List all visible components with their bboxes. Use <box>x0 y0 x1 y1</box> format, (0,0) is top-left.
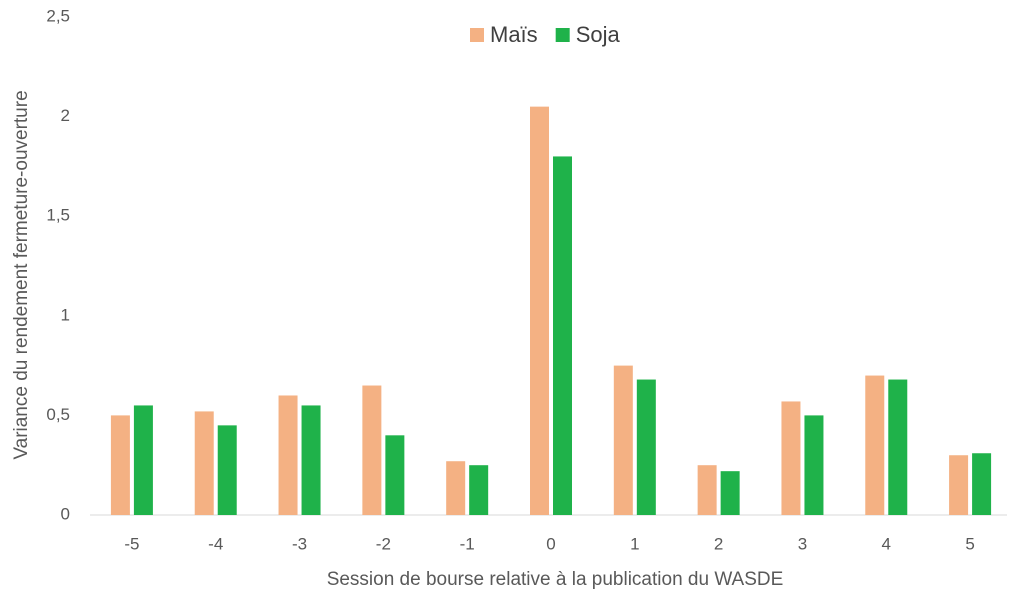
x-tick-label: 2 <box>714 534 723 553</box>
y-axis-title: Variance du rendement fermeture-ouvertur… <box>11 90 32 459</box>
bar <box>972 453 992 515</box>
y-tick-label: 2,5 <box>46 6 70 25</box>
bar <box>110 415 130 515</box>
bar <box>553 156 572 515</box>
bar <box>636 379 656 515</box>
bar <box>781 401 801 515</box>
bar <box>194 411 214 515</box>
x-tick-label: 5 <box>965 534 974 553</box>
x-tick-label: -2 <box>376 534 391 553</box>
x-tick-label: 0 <box>546 534 555 553</box>
y-tick-label: 1 <box>61 305 70 324</box>
bar <box>362 385 382 515</box>
legend-text: Maïs <box>490 22 538 47</box>
y-tick-label: 0 <box>61 504 70 523</box>
bar <box>613 365 633 515</box>
x-tick-label: 3 <box>798 534 807 553</box>
bar <box>217 425 237 515</box>
x-tick-label: -5 <box>124 534 139 553</box>
legend-swatch <box>555 28 570 42</box>
bar <box>446 461 466 515</box>
legend-text: Soja <box>576 22 621 47</box>
bar <box>133 405 153 515</box>
bar <box>278 395 298 515</box>
x-tick-label: 1 <box>630 534 639 553</box>
x-axis-title: Session de bourse relative à la publicat… <box>327 569 784 590</box>
legend-swatch <box>470 28 484 42</box>
y-tick-label: 1,5 <box>46 206 70 225</box>
bar <box>888 379 908 515</box>
x-tick-label: 4 <box>882 534 891 553</box>
bar <box>804 415 824 515</box>
x-tick-label: -4 <box>208 534 223 553</box>
bar <box>949 455 969 515</box>
y-tick-label: 0,5 <box>46 405 70 424</box>
y-tick-label: 2 <box>61 106 70 125</box>
x-tick-label: -1 <box>460 534 475 553</box>
x-tick-label: -3 <box>292 534 307 553</box>
bar <box>385 435 405 515</box>
bar <box>720 471 740 515</box>
bar <box>301 405 321 515</box>
bar <box>865 375 885 515</box>
bar <box>697 465 717 515</box>
bar <box>530 106 549 515</box>
bar <box>469 465 489 515</box>
